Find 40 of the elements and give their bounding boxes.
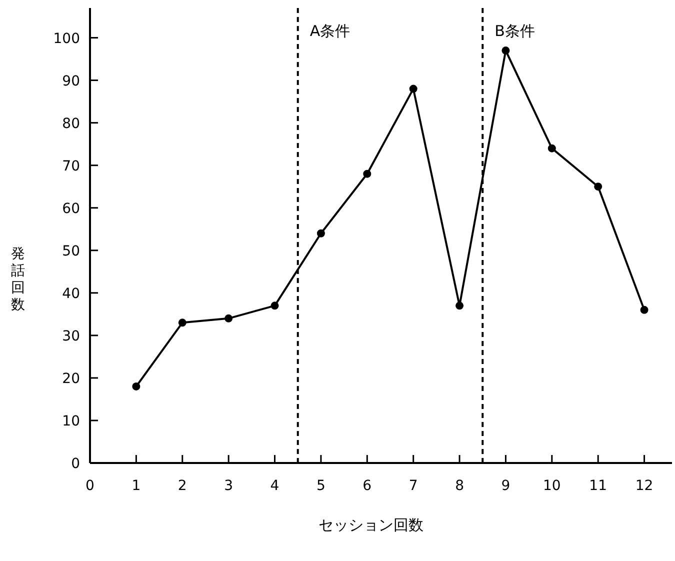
x-tick-label: 8	[455, 478, 464, 494]
y-axis-title: 発話回数	[11, 246, 25, 313]
x-tick-label: 11	[589, 478, 608, 494]
ref-line-label: B条件	[494, 22, 535, 40]
x-tick-label: 1	[132, 478, 141, 494]
x-tick-label: 12	[635, 478, 654, 494]
y-tick-label: 30	[62, 328, 80, 344]
ref-line-label: A条件	[310, 22, 350, 40]
point	[640, 306, 648, 314]
x-tick-label: 9	[501, 478, 510, 494]
point	[224, 314, 233, 322]
point	[316, 229, 325, 238]
point	[594, 182, 602, 191]
x-tick-label: 0	[86, 478, 94, 494]
x-tick-label: 10	[542, 478, 561, 494]
x-tick-label: 3	[224, 478, 234, 494]
x-tick-label: 4	[270, 478, 280, 494]
point	[456, 302, 464, 310]
y-tick-label: 50	[62, 243, 80, 260]
point	[132, 382, 140, 390]
point	[178, 318, 186, 327]
point	[409, 84, 418, 93]
x-tick-label: 2	[178, 478, 187, 494]
point	[363, 170, 372, 178]
y-tick-label: 100	[53, 30, 80, 47]
y-tick-label: 60	[62, 200, 80, 217]
x-tick-label: 6	[362, 478, 372, 494]
y-tick-label: 70	[62, 158, 80, 174]
x-tick-label: 5	[316, 478, 326, 494]
point	[548, 144, 556, 152]
x-axis-title: セッション回数	[318, 516, 424, 534]
x-tick-label: 7	[408, 478, 418, 494]
y-tick-label: 0	[71, 456, 80, 472]
y-tick-label: 10	[62, 413, 80, 430]
y-tick-label: 40	[62, 286, 80, 302]
y-tick-label: 80	[62, 116, 80, 132]
point	[502, 46, 510, 55]
y-tick-label: 20	[62, 370, 80, 387]
y-tick-label: 90	[62, 73, 80, 90]
point	[270, 302, 279, 310]
